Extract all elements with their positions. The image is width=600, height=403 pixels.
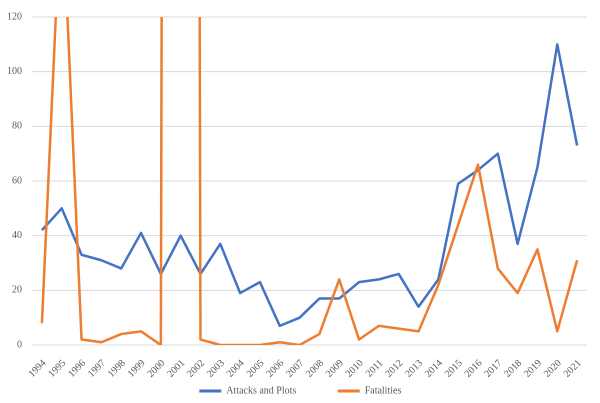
legend-label: Attacks and Plots (226, 385, 296, 396)
x-tick-label: 2021 (562, 358, 584, 380)
x-tick-label: 2004 (225, 358, 247, 380)
x-tick-label: 2017 (482, 358, 504, 380)
x-tick-label: 2010 (344, 358, 366, 380)
y-tick-label: 120 (7, 11, 22, 22)
x-tick-label: 1994 (27, 358, 49, 380)
x-tick-label: 2001 (165, 358, 187, 380)
x-tick-label: 2006 (264, 358, 286, 380)
x-tick-label: 2002 (185, 358, 207, 380)
x-tick-label: 1999 (126, 358, 148, 380)
plot-area (40, 17, 579, 345)
x-tick-label: 2000 (145, 358, 167, 380)
legend-label: Fatalities (365, 385, 402, 396)
data-line (40, 43, 579, 328)
x-tick-label: 1998 (106, 358, 128, 380)
x-tick-label: 2009 (324, 358, 346, 380)
x-tick-label: 2014 (423, 358, 445, 380)
x-tick-label: 1997 (86, 358, 108, 380)
y-tick-label: 80 (12, 121, 22, 132)
x-tick-label: 2007 (284, 358, 306, 380)
x-tick-label: 1996 (66, 358, 88, 380)
x-tick-label: 1995 (46, 358, 68, 380)
grid (32, 16, 587, 346)
x-tick-label: 2020 (542, 358, 564, 380)
x-tick-label: 2011 (364, 358, 386, 380)
y-tick-label: 100 (7, 66, 22, 77)
y-tick-label: 20 (12, 285, 22, 296)
y-tick-label: 0 (17, 339, 22, 350)
x-tick-label: 2008 (304, 358, 326, 380)
x-tick-label: 2015 (443, 358, 465, 380)
data-line (40, 17, 579, 345)
x-tick-label: 2013 (403, 358, 425, 380)
x-tick-label: 2005 (245, 358, 267, 380)
x-tick-label: 2016 (463, 358, 485, 380)
labels: 0204060801001201994199519961997199819992… (7, 11, 584, 396)
y-tick-label: 60 (12, 175, 22, 186)
x-tick-label: 2019 (522, 358, 544, 380)
x-tick-label: 2003 (205, 358, 227, 380)
x-tick-label: 2012 (383, 358, 405, 380)
y-tick-label: 40 (12, 230, 22, 241)
x-tick-label: 2018 (502, 358, 524, 380)
